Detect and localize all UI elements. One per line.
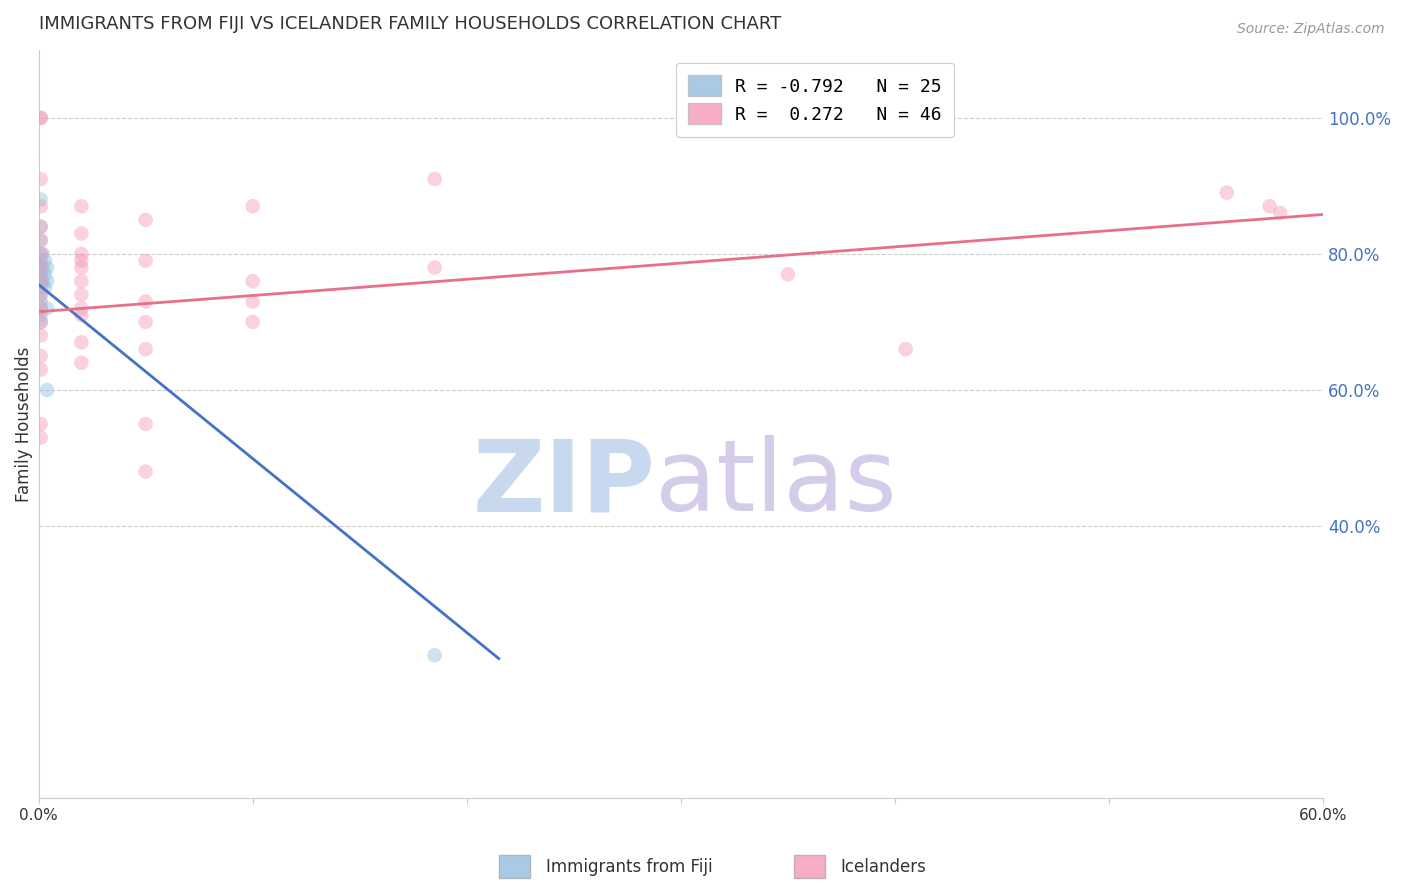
Point — [34, 281, 56, 295]
Point — [135, 342, 157, 356]
Point — [30, 260, 52, 275]
Point — [242, 199, 264, 213]
Point — [34, 268, 56, 282]
Point — [31, 247, 53, 261]
Point — [135, 294, 157, 309]
Point — [30, 111, 52, 125]
Point — [70, 335, 93, 350]
Point — [31, 274, 53, 288]
Point — [135, 253, 157, 268]
Point — [31, 260, 53, 275]
Point — [30, 268, 52, 282]
Point — [30, 315, 52, 329]
Point — [423, 648, 446, 663]
Point — [30, 247, 52, 261]
Point — [242, 274, 264, 288]
Point — [30, 199, 52, 213]
Point — [30, 349, 52, 363]
Y-axis label: Family Households: Family Households — [15, 346, 32, 501]
Point — [423, 172, 446, 186]
Point — [30, 233, 52, 247]
Point — [70, 253, 93, 268]
Point — [37, 260, 59, 275]
Point — [30, 315, 52, 329]
Point — [30, 417, 52, 431]
Text: Immigrants from Fiji: Immigrants from Fiji — [546, 858, 713, 876]
Point — [242, 315, 264, 329]
Point — [30, 233, 52, 247]
Point — [34, 253, 56, 268]
Point — [776, 268, 799, 282]
Point — [423, 260, 446, 275]
Point — [30, 294, 52, 309]
Point — [37, 383, 59, 397]
Point — [30, 111, 52, 125]
Point — [30, 362, 52, 376]
Point — [30, 431, 52, 445]
Point — [30, 219, 52, 234]
Point — [135, 213, 157, 227]
Point — [135, 315, 157, 329]
Point — [30, 274, 52, 288]
Point — [1270, 206, 1292, 220]
Point — [30, 274, 52, 288]
Point — [70, 308, 93, 322]
Point — [70, 356, 93, 370]
Point — [135, 417, 157, 431]
Text: Icelanders: Icelanders — [841, 858, 927, 876]
Point — [30, 219, 52, 234]
Point — [894, 342, 917, 356]
Point — [242, 294, 264, 309]
Point — [1258, 199, 1281, 213]
Text: Source: ZipAtlas.com: Source: ZipAtlas.com — [1237, 22, 1385, 37]
Point — [30, 301, 52, 316]
Point — [30, 328, 52, 343]
Point — [30, 247, 52, 261]
Point — [37, 274, 59, 288]
Point — [30, 287, 52, 301]
Point — [30, 301, 52, 316]
Text: atlas: atlas — [655, 435, 897, 533]
Point — [1216, 186, 1239, 200]
Point — [30, 172, 52, 186]
Point — [70, 301, 93, 316]
Point — [30, 281, 52, 295]
Point — [30, 193, 52, 207]
Point — [135, 465, 157, 479]
Point — [70, 274, 93, 288]
Point — [30, 308, 52, 322]
Point — [30, 260, 52, 275]
Point — [70, 227, 93, 241]
Legend: R = -0.792   N = 25, R =  0.272   N = 46: R = -0.792 N = 25, R = 0.272 N = 46 — [675, 62, 955, 136]
Point — [37, 301, 59, 316]
Point — [70, 260, 93, 275]
Point — [30, 287, 52, 301]
Point — [70, 247, 93, 261]
Point — [70, 287, 93, 301]
Text: IMMIGRANTS FROM FIJI VS ICELANDER FAMILY HOUSEHOLDS CORRELATION CHART: IMMIGRANTS FROM FIJI VS ICELANDER FAMILY… — [38, 15, 780, 33]
Text: ZIP: ZIP — [472, 435, 655, 533]
Point — [70, 199, 93, 213]
Point — [30, 253, 52, 268]
